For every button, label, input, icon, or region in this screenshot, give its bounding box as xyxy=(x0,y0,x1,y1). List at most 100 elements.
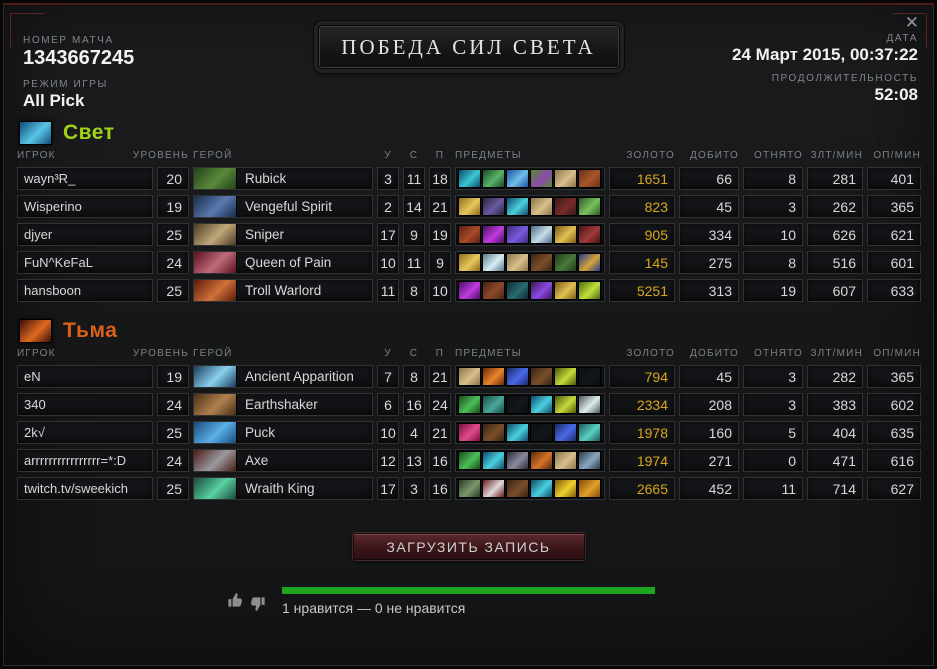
player-row[interactable]: eN 19 Ancient Apparition 7 8 21 794 45 3… xyxy=(17,365,921,388)
item-icon[interactable] xyxy=(578,281,601,300)
gold-value: 1974 xyxy=(609,449,675,472)
likes-progress-bar xyxy=(282,587,655,594)
item-icon[interactable] xyxy=(482,197,505,216)
col-assists: П xyxy=(435,348,445,359)
player-row[interactable]: 2k√ 25 Puck 10 4 21 1978 160 5 404 635 xyxy=(17,421,921,444)
item-icon[interactable] xyxy=(530,423,553,442)
thumbs-down-icon[interactable] xyxy=(248,591,266,613)
item-icon[interactable] xyxy=(506,423,529,442)
xpm-value: 635 xyxy=(867,421,921,444)
item-icon[interactable] xyxy=(554,423,577,442)
item-icon[interactable] xyxy=(458,451,481,470)
item-icon[interactable] xyxy=(578,451,601,470)
item-icon[interactable] xyxy=(506,395,529,414)
item-icon[interactable] xyxy=(578,169,601,188)
player-row[interactable]: wayn³R_ 20 Rubick 3 11 18 1651 66 8 281 … xyxy=(17,167,921,190)
item-icon[interactable] xyxy=(506,451,529,470)
item-icon[interactable] xyxy=(506,225,529,244)
player-row[interactable]: arrrrrrrrrrrrrrrr=*:D 24 Axe 12 13 16 19… xyxy=(17,449,921,472)
item-icon[interactable] xyxy=(530,451,553,470)
match-id-value: 1343667245 xyxy=(23,47,135,69)
thumbs-up-icon[interactable] xyxy=(227,591,245,613)
item-icon[interactable] xyxy=(458,479,481,498)
item-icon[interactable] xyxy=(554,281,577,300)
item-icon[interactable] xyxy=(554,367,577,386)
hero-name: Earthshaker xyxy=(245,397,318,412)
item-icon[interactable] xyxy=(458,423,481,442)
item-icon[interactable] xyxy=(578,395,601,414)
assists-value: 24 xyxy=(429,393,451,416)
item-icon[interactable] xyxy=(506,479,529,498)
lasthits-value: 313 xyxy=(679,279,739,302)
item-icon[interactable] xyxy=(578,225,601,244)
hero-portrait xyxy=(194,450,237,471)
item-icon[interactable] xyxy=(458,225,481,244)
item-icon[interactable] xyxy=(482,281,505,300)
item-icon[interactable] xyxy=(458,395,481,414)
col-level: УРОВЕНЬ xyxy=(132,348,189,359)
player-row[interactable]: FuN^KeFaL 24 Queen of Pain 10 11 9 145 2… xyxy=(17,251,921,274)
item-icon[interactable] xyxy=(554,479,577,498)
close-icon[interactable]: ✕ xyxy=(904,13,919,32)
item-icon[interactable] xyxy=(482,479,505,498)
player-row[interactable]: djyer 25 Sniper 17 9 19 905 334 10 626 6… xyxy=(17,223,921,246)
item-icon[interactable] xyxy=(554,395,577,414)
item-icon[interactable] xyxy=(458,281,481,300)
item-icon[interactable] xyxy=(578,479,601,498)
item-icon[interactable] xyxy=(506,197,529,216)
col-kills: У xyxy=(384,348,392,359)
item-icon[interactable] xyxy=(482,169,505,188)
item-icon[interactable] xyxy=(554,253,577,272)
denies-value: 8 xyxy=(743,167,803,190)
hero-portrait xyxy=(194,280,237,301)
hero-portrait xyxy=(194,168,237,189)
download-replay-button[interactable]: ЗАГРУЗИТЬ ЗАПИСЬ xyxy=(352,533,585,560)
item-icon[interactable] xyxy=(530,281,553,300)
item-icon[interactable] xyxy=(458,367,481,386)
lasthits-value: 275 xyxy=(679,251,739,274)
item-icon[interactable] xyxy=(482,253,505,272)
lasthits-value: 271 xyxy=(679,449,739,472)
item-icon[interactable] xyxy=(530,169,553,188)
hero-cell: Sniper xyxy=(193,223,373,246)
item-icon[interactable] xyxy=(506,281,529,300)
item-icon[interactable] xyxy=(530,253,553,272)
items-cell xyxy=(455,449,605,472)
item-icon[interactable] xyxy=(482,225,505,244)
item-icon[interactable] xyxy=(458,169,481,188)
item-icon[interactable] xyxy=(530,225,553,244)
item-icon[interactable] xyxy=(530,479,553,498)
gpm-value: 471 xyxy=(807,449,863,472)
deaths-value: 3 xyxy=(403,477,425,500)
lasthits-value: 160 xyxy=(679,421,739,444)
item-icon[interactable] xyxy=(506,253,529,272)
item-icon[interactable] xyxy=(482,423,505,442)
player-row[interactable]: Wisperino 19 Vengeful Spirit 2 14 21 823… xyxy=(17,195,921,218)
item-icon[interactable] xyxy=(506,169,529,188)
player-row[interactable]: hansboon 25 Troll Warlord 11 8 10 5251 3… xyxy=(17,279,921,302)
item-icon[interactable] xyxy=(530,367,553,386)
item-icon[interactable] xyxy=(506,367,529,386)
date-label: ДАТА xyxy=(886,33,918,44)
item-icon[interactable] xyxy=(458,253,481,272)
player-row[interactable]: 340 24 Earthshaker 6 16 24 2334 208 3 38… xyxy=(17,393,921,416)
item-icon[interactable] xyxy=(530,395,553,414)
player-row[interactable]: twitch.tv/sweekich 25 Wraith King 17 3 1… xyxy=(17,477,921,500)
date-value: 24 Март 2015, 00:37:22 xyxy=(732,45,918,64)
item-icon[interactable] xyxy=(554,225,577,244)
item-icon[interactable] xyxy=(458,197,481,216)
denies-value: 5 xyxy=(743,421,803,444)
item-icon[interactable] xyxy=(482,395,505,414)
item-icon[interactable] xyxy=(578,367,601,386)
item-icon[interactable] xyxy=(530,197,553,216)
item-icon[interactable] xyxy=(578,253,601,272)
item-icon[interactable] xyxy=(578,197,601,216)
item-icon[interactable] xyxy=(554,451,577,470)
item-icon[interactable] xyxy=(554,197,577,216)
item-icon[interactable] xyxy=(482,451,505,470)
player-name: wayn³R_ xyxy=(17,167,153,190)
item-icon[interactable] xyxy=(482,367,505,386)
item-icon[interactable] xyxy=(554,169,577,188)
team-dire-section: Тьма ИГРОК УРОВЕНЬ ГЕРОЙ У С П ПРЕДМЕТЫ … xyxy=(17,319,921,500)
item-icon[interactable] xyxy=(578,423,601,442)
